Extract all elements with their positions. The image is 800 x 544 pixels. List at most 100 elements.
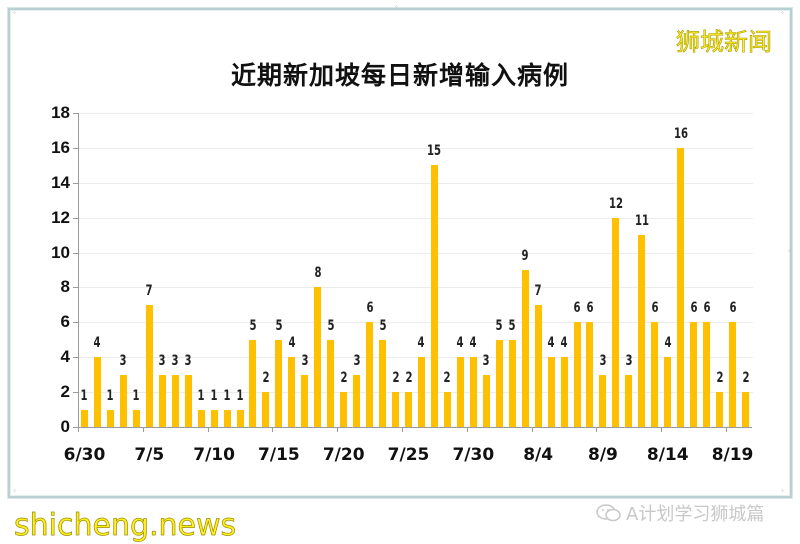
bar-value-label: 6 xyxy=(690,300,698,317)
bar-8/11 xyxy=(625,374,633,427)
bar-value-label: 4 xyxy=(93,335,101,352)
y-tick-label: 16 xyxy=(51,137,70,157)
bar-7/3 xyxy=(119,374,127,427)
bar-8/15 xyxy=(677,147,685,427)
y-tick xyxy=(73,252,78,254)
resize-handle-right[interactable]: ⁘ xyxy=(787,249,793,255)
gridline xyxy=(79,147,753,149)
bar-7/4 xyxy=(132,409,140,427)
bar-value-label: 12 xyxy=(608,195,623,212)
bar-value-label: 2 xyxy=(392,370,400,387)
bar-7/27 xyxy=(430,165,438,427)
resize-handle-top-left[interactable]: ⁘ xyxy=(12,11,18,17)
chart-title: 近期新加坡每日新增输入病例 xyxy=(230,61,569,90)
bar-value-label: 2 xyxy=(443,370,451,387)
y-tick-label: 8 xyxy=(60,277,70,297)
bar-value-label: 11 xyxy=(634,213,649,230)
y-axis xyxy=(78,113,79,427)
gridline xyxy=(79,392,753,394)
bar-value-label: 6 xyxy=(703,300,711,317)
wechat-icon xyxy=(596,504,622,522)
bar-7/23 xyxy=(379,339,387,427)
bar-7/20 xyxy=(340,392,348,427)
bar-value-label: 5 xyxy=(249,317,257,334)
bar-value-label: 7 xyxy=(534,282,542,299)
bar-7/31 xyxy=(482,374,490,427)
bar-7/30 xyxy=(469,357,477,427)
bar-7/13 xyxy=(249,339,257,427)
bar-8/14 xyxy=(664,357,672,427)
x-tick-label: 7/15 xyxy=(258,445,300,465)
bar-7/10 xyxy=(210,409,218,427)
bar-8/10 xyxy=(612,217,620,427)
bar-value-label: 1 xyxy=(106,387,114,404)
bar-value-label: 3 xyxy=(625,352,633,369)
bar-value-label: 5 xyxy=(495,317,503,334)
bar-8/9 xyxy=(599,374,607,427)
x-tick-label: 6/30 xyxy=(63,445,106,465)
y-tick-label: 18 xyxy=(51,103,70,122)
x-tick-label: 7/20 xyxy=(322,445,365,465)
bar-7/2 xyxy=(106,409,114,427)
y-tick xyxy=(73,217,78,219)
bar-8/4 xyxy=(534,304,542,427)
bar-8/16 xyxy=(690,322,698,427)
bar-value-label: 3 xyxy=(158,352,166,369)
gridline xyxy=(79,113,753,114)
bar-value-label: 4 xyxy=(469,335,477,352)
y-tick xyxy=(73,392,78,394)
gridline xyxy=(79,217,753,219)
x-tick-label: 7/30 xyxy=(452,445,495,465)
bar-value-label: 2 xyxy=(716,370,724,387)
bar-8/13 xyxy=(651,322,659,427)
bar-value-label: 3 xyxy=(119,352,127,369)
y-tick-label: 0 xyxy=(60,417,70,436)
bar-value-label: 5 xyxy=(379,317,387,334)
x-tick xyxy=(78,427,79,432)
bar-8/12 xyxy=(638,235,646,427)
bar-value-label: 3 xyxy=(301,352,309,369)
account-name: A计划学习狮城篇 xyxy=(626,504,765,525)
x-tick-label: 8/19 xyxy=(711,445,754,465)
bar-value-label: 3 xyxy=(171,352,179,369)
bar-value-label: 1 xyxy=(236,387,244,404)
x-tick-label: 7/10 xyxy=(193,445,235,465)
brand-watermark: 狮城新闻 xyxy=(676,28,773,57)
bar-value-label: 3 xyxy=(599,352,607,369)
bar-value-label: 3 xyxy=(482,352,490,369)
gridline xyxy=(79,182,753,184)
bar-7/25 xyxy=(405,392,413,427)
bar-value-label: 6 xyxy=(366,300,374,317)
bar-7/16 xyxy=(288,357,296,427)
bar-value-label: 7 xyxy=(145,282,153,299)
bar-value-label: 1 xyxy=(132,387,140,404)
bar-value-label: 15 xyxy=(427,143,442,160)
y-tick-label: 10 xyxy=(51,242,70,262)
bar-value-label: 1 xyxy=(80,387,88,404)
bar-value-label: 4 xyxy=(664,335,672,352)
resize-handle-top-right[interactable]: ⁘ xyxy=(780,11,786,17)
site-watermark: shicheng.news xyxy=(14,508,237,544)
x-tick xyxy=(726,427,728,432)
bar-value-label: 16 xyxy=(673,125,688,142)
bar-value-label: 4 xyxy=(417,335,425,352)
bar-8/5 xyxy=(547,357,555,427)
x-tick xyxy=(466,427,468,432)
bar-value-label: 1 xyxy=(223,387,231,404)
bar-value-label: 2 xyxy=(340,370,348,387)
x-tick xyxy=(142,427,144,432)
bar-8/3 xyxy=(521,270,529,427)
resize-handle-top[interactable]: ⁘ xyxy=(394,5,400,11)
bar-8/18 xyxy=(716,392,724,427)
bar-7/22 xyxy=(366,322,374,427)
resize-handle-bottom-left[interactable]: ⁘ xyxy=(12,489,18,495)
bar-7/19 xyxy=(327,339,335,427)
bar-7/7 xyxy=(171,374,179,427)
bar-value-label: 5 xyxy=(327,317,335,334)
x-tick-label: 7/5 xyxy=(134,445,165,465)
resize-handle-bottom-right[interactable]: ⁘ xyxy=(780,489,786,495)
bar-value-label: 6 xyxy=(651,300,659,317)
gridline xyxy=(79,322,753,324)
bar-7/8 xyxy=(184,374,192,427)
